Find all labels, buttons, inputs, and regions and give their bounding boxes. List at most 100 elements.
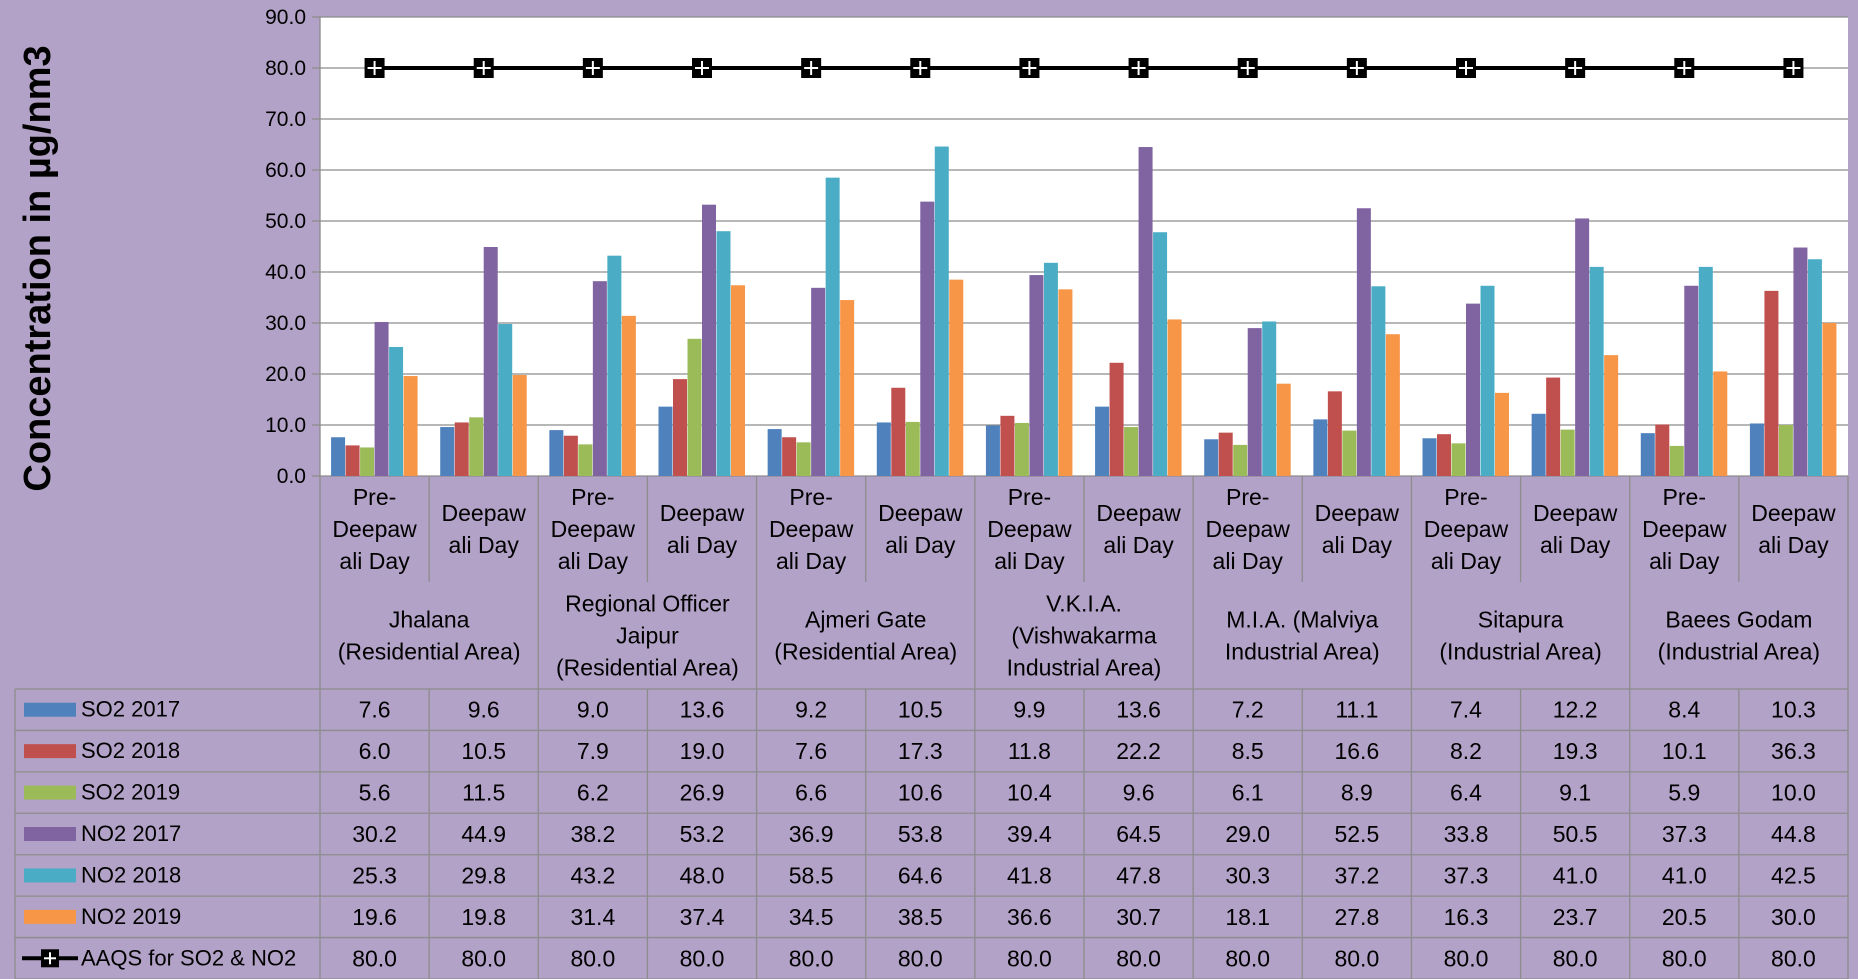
x-group-label: (Residential Area) <box>774 639 957 665</box>
bar <box>1043 262 1058 476</box>
table-cell: 9.1 <box>1559 780 1591 806</box>
table-cell: 8.2 <box>1450 738 1482 764</box>
table-cell: 80.0 <box>570 945 615 971</box>
bar <box>1109 362 1124 476</box>
y-tick-label: 30.0 <box>265 312 306 335</box>
line-marker <box>692 58 712 78</box>
x-subcategory-label: ali Day <box>885 532 956 558</box>
bar <box>1466 303 1480 476</box>
bar <box>1764 290 1779 476</box>
table-cell: 30.2 <box>352 821 397 847</box>
table-cell: 47.8 <box>1116 862 1161 888</box>
table-cell: 9.9 <box>1013 697 1045 723</box>
bar <box>469 417 484 476</box>
table-cell: 17.3 <box>898 738 943 764</box>
table-cell: 80.0 <box>680 945 725 971</box>
bar <box>1560 429 1575 476</box>
series-name: NO2 2019 <box>81 904 181 929</box>
table-cell: 29.8 <box>461 862 506 888</box>
y-tick-label: 0.0 <box>277 465 306 488</box>
table-cell: 53.2 <box>680 821 725 847</box>
x-subcategory-label: Deepaw <box>1424 516 1509 542</box>
x-subcategory-label: Deepaw <box>1315 500 1400 526</box>
bar <box>1327 391 1342 476</box>
x-subcategory-label: Deepaw <box>1533 500 1618 526</box>
bar <box>360 447 375 476</box>
bar <box>876 422 891 476</box>
bar <box>1356 208 1371 476</box>
legend-swatch <box>24 909 76 924</box>
x-subcategory-label: ali Day <box>1103 532 1174 558</box>
table-cell: 19.6 <box>352 904 397 930</box>
x-subcategory-label: ali Day <box>667 532 738 558</box>
line-marker <box>41 949 59 968</box>
table-cell: 19.8 <box>461 904 506 930</box>
table-cell: 7.6 <box>359 697 391 723</box>
table-cell: 10.5 <box>461 738 506 764</box>
legend-swatch <box>24 868 76 883</box>
bar <box>512 375 527 476</box>
x-group-label: V.K.I.A. <box>1046 591 1122 617</box>
x-subcategory-label: Pre- <box>353 484 396 510</box>
x-subcategory-label: Deepaw <box>1751 500 1836 526</box>
line-marker <box>1565 58 1586 78</box>
y-tick-label: 50.0 <box>265 210 306 233</box>
bar <box>811 287 826 476</box>
line-marker <box>1783 58 1804 78</box>
table-cell: 11.5 <box>462 780 505 806</box>
bar <box>1684 285 1699 476</box>
bar <box>891 387 906 476</box>
table-cell: 29.0 <box>1225 821 1270 847</box>
table-cell: 10.0 <box>1771 780 1816 806</box>
table-cell: 33.8 <box>1444 821 1489 847</box>
bar <box>985 425 1000 476</box>
x-subcategory-label: ali Day <box>449 532 520 558</box>
bar <box>1589 266 1604 476</box>
table-cell: 36.9 <box>789 821 834 847</box>
bar <box>1807 259 1822 476</box>
series-name: SO2 2019 <box>81 780 180 805</box>
x-group-label: (Residential Area) <box>338 639 521 665</box>
table-cell: 23.7 <box>1553 904 1598 930</box>
table-cell: 19.0 <box>680 738 725 764</box>
bar <box>1204 439 1219 476</box>
bar <box>1713 371 1728 476</box>
table-cell: 5.9 <box>1668 780 1700 806</box>
table-cell: 58.5 <box>789 862 834 888</box>
y-axis-title: Concentration in µg/nm3 <box>17 45 59 491</box>
x-subcategory-label: Pre- <box>789 484 832 510</box>
table-cell: 9.6 <box>1123 780 1155 806</box>
line-marker <box>801 58 822 78</box>
y-tick-label: 90.0 <box>265 6 306 29</box>
table-cell: 19.3 <box>1553 738 1598 764</box>
table-cell: 53.8 <box>898 821 943 847</box>
table-cell: 6.2 <box>577 780 609 806</box>
table-cell: 10.4 <box>1007 780 1052 806</box>
x-group-label: Jhalana <box>389 607 470 633</box>
x-subcategory-label: Deepaw <box>987 516 1072 542</box>
bar <box>1029 275 1044 476</box>
plot-area <box>320 17 1848 476</box>
bar <box>658 406 673 476</box>
bar <box>1276 383 1291 476</box>
table-cell: 10.1 <box>1662 738 1707 764</box>
bar <box>454 422 469 476</box>
bar <box>1153 232 1168 476</box>
bar <box>796 442 811 476</box>
bar <box>1218 432 1233 476</box>
x-group-label: (Vishwakarma <box>1011 623 1156 649</box>
table-cell: 22.2 <box>1116 738 1161 764</box>
legend-swatch <box>24 744 76 759</box>
table-cell: 30.0 <box>1771 904 1816 930</box>
table-cell: 9.0 <box>577 697 609 723</box>
bar <box>331 437 346 476</box>
bar <box>1422 438 1437 476</box>
x-subcategory-label: Deepaw <box>769 516 854 542</box>
table-cell: 41.0 <box>1662 862 1707 888</box>
table-cell: 8.4 <box>1668 697 1700 723</box>
x-subcategory-label: Pre- <box>1663 484 1706 510</box>
table-cell: 44.9 <box>461 821 506 847</box>
x-subcategory-label: ali Day <box>558 548 629 574</box>
bar <box>1822 323 1837 476</box>
